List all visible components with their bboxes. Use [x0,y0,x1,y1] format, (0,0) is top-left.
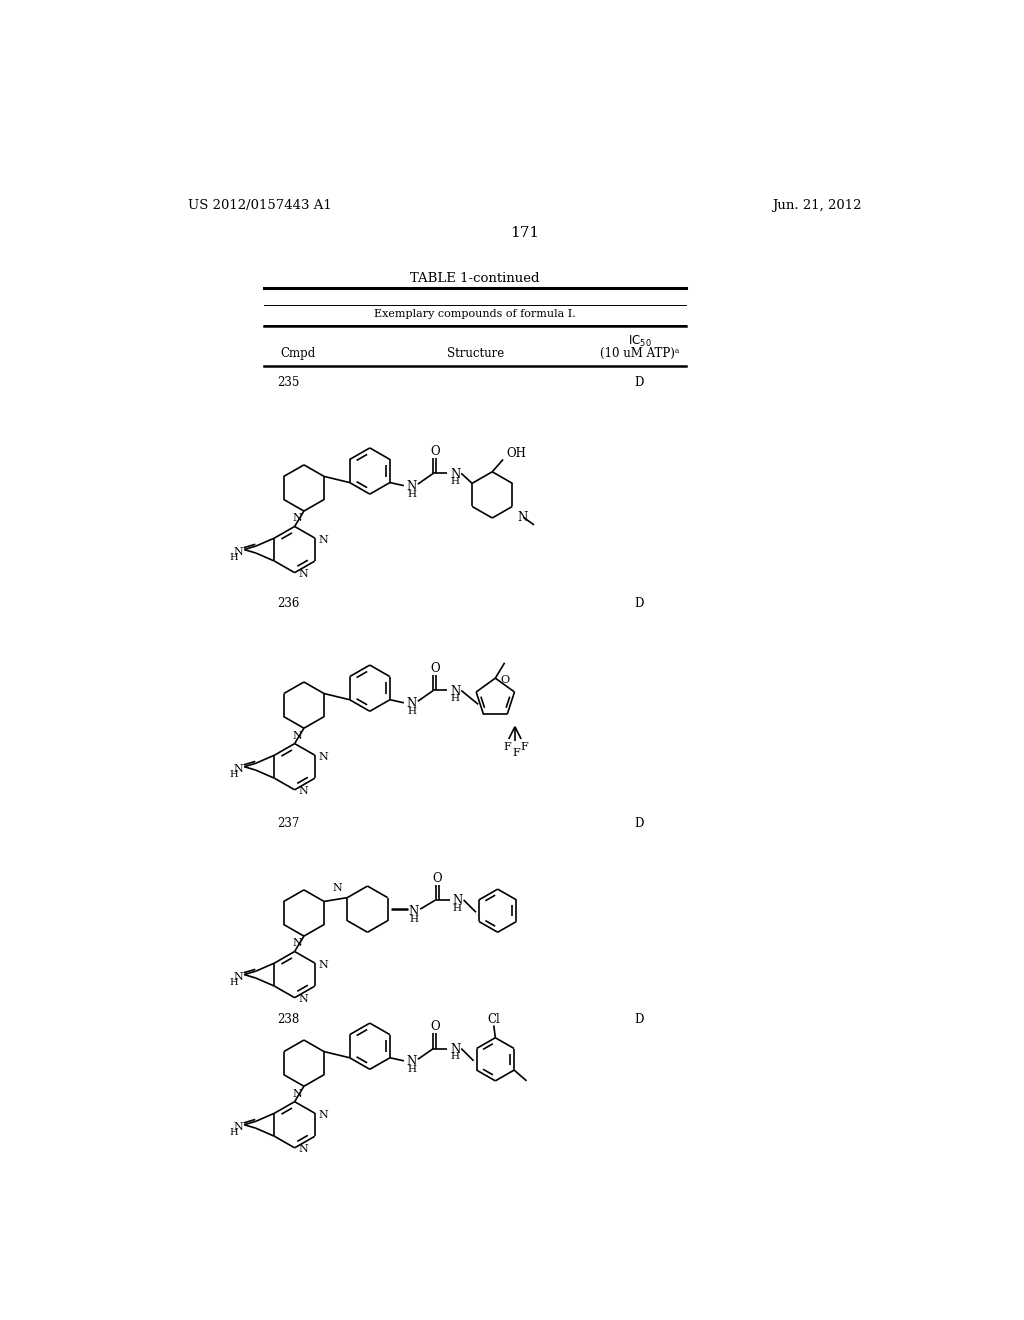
Text: N: N [318,751,329,762]
Text: H: H [451,694,460,704]
Text: N: N [407,1055,417,1068]
Text: N: N [450,685,460,698]
Text: F: F [520,742,528,751]
Text: N: N [293,730,302,741]
Text: 171: 171 [510,226,540,240]
Text: N: N [407,697,417,710]
Text: D: D [635,817,644,830]
Text: H: H [408,706,416,715]
Text: 238: 238 [276,1014,299,1026]
Text: Cmpd: Cmpd [280,347,315,360]
Text: D: D [635,1014,644,1026]
Text: TABLE 1-continued: TABLE 1-continued [411,272,540,285]
Text: N: N [299,569,308,579]
Text: N: N [293,1089,302,1098]
Text: N: N [233,546,243,557]
Text: H: H [408,490,416,499]
Text: Structure: Structure [446,347,504,360]
Text: N: N [318,535,329,545]
Text: (10 uM ATP)ᵃ: (10 uM ATP)ᵃ [600,347,679,360]
Text: N: N [407,480,417,492]
Text: 236: 236 [276,597,299,610]
Text: N: N [333,883,342,894]
Text: O: O [500,675,509,685]
Text: N: N [233,1122,243,1133]
Text: D: D [635,376,644,389]
Text: N: N [450,1043,460,1056]
Text: F: F [504,742,511,751]
Text: H: H [410,915,419,924]
Text: O: O [430,1020,439,1034]
Text: N: N [318,960,329,970]
Text: Jun. 21, 2012: Jun. 21, 2012 [772,199,861,213]
Text: N: N [299,994,308,1005]
Text: N: N [233,764,243,774]
Text: H: H [229,770,238,779]
Text: Exemplary compounds of formula I.: Exemplary compounds of formula I. [375,309,577,319]
Text: Cl: Cl [487,1012,500,1026]
Text: F: F [513,748,520,758]
Text: H: H [451,478,460,486]
Text: O: O [430,445,439,458]
Text: US 2012/0157443 A1: US 2012/0157443 A1 [188,199,332,213]
Text: N: N [453,894,463,907]
Text: H: H [229,553,238,562]
Text: 237: 237 [276,817,299,830]
Text: 235: 235 [276,376,299,389]
Text: H: H [451,1052,460,1061]
Text: N: N [318,1110,329,1119]
Text: N: N [299,787,308,796]
Text: D: D [635,597,644,610]
Text: N: N [293,513,302,523]
Text: H: H [229,978,238,987]
Text: H: H [453,904,462,913]
Text: H: H [229,1129,238,1137]
Text: O: O [430,663,439,676]
Text: N: N [299,1144,308,1155]
Text: O: O [432,871,442,884]
Text: $\mathrm{IC}_{50}$: $\mathrm{IC}_{50}$ [628,334,651,348]
Text: N: N [233,972,243,982]
Text: N: N [293,939,302,948]
Text: N: N [517,511,527,524]
Text: N: N [409,906,419,917]
Text: H: H [408,1065,416,1073]
Text: N: N [450,467,460,480]
Text: OH: OH [506,446,526,459]
